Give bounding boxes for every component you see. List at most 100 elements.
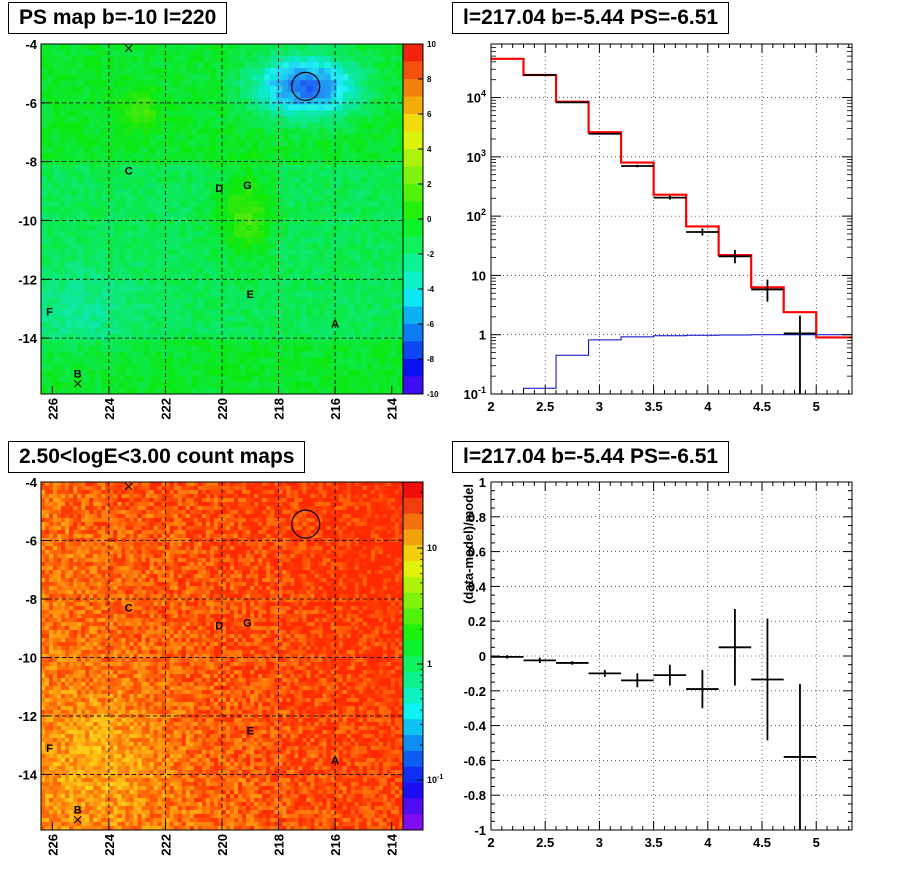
res-ytick-label-7: 0.4 — [468, 579, 487, 594]
map-xtick-label-0-1: 224 — [102, 397, 117, 419]
colorbar-cell-0-0 — [403, 44, 423, 62]
colorbar-cell-0-3 — [403, 96, 423, 115]
source-label-0-B: B — [74, 368, 82, 380]
colorbar-cell-0-1 — [403, 61, 423, 80]
colorbar-cell-0-7 — [403, 166, 423, 185]
res-ytick-label-9: 0.8 — [468, 510, 486, 525]
res-ytick-label-3: -0.4 — [464, 719, 487, 734]
res-xtick-label-5: 4.5 — [753, 835, 771, 850]
map-xtick-label-0-2: 222 — [158, 398, 173, 420]
map-xtick-label-2-4: 218 — [272, 834, 287, 856]
colorbar-cell-0-13 — [403, 271, 423, 290]
spec-ytick-label-3: 102 — [467, 207, 486, 224]
colorbar-cell-2-10 — [403, 640, 423, 657]
source-label-0-G: G — [243, 180, 252, 192]
map-xtick-label-0-3: 220 — [215, 398, 230, 420]
res-xtick-label-4: 4 — [704, 835, 712, 850]
colorbar-cell-2-8 — [403, 608, 423, 625]
ps-map-title: PS map b=-10 l=220 — [8, 2, 228, 34]
map-xtick-label-0-0: 226 — [45, 398, 60, 420]
colorbar-label-0-4: 2 — [427, 180, 432, 189]
spec-xtick-label-2: 3 — [596, 399, 603, 414]
map-xtick-label-2-2: 222 — [158, 834, 173, 856]
colorbar-cell-0-6 — [403, 149, 423, 167]
source-label-0-F: F — [46, 307, 53, 319]
spec-xtick-label-4: 4 — [704, 399, 712, 414]
cross-marker-0-1 — [73, 379, 82, 388]
source-label-2-C: C — [125, 603, 133, 615]
spec-ytick-label-5: 104 — [467, 89, 486, 106]
map-ytick-label-2-1: -6 — [25, 533, 37, 548]
colorbar-cell-2-14 — [403, 703, 423, 720]
spec-xtick-label-5: 4.5 — [753, 399, 771, 414]
source-label-0-C: C — [125, 165, 133, 177]
spec-ytick-label-2: 10 — [472, 268, 486, 283]
colorbar-label-0-6: -2 — [427, 250, 435, 259]
colorbar-cell-2-5 — [403, 561, 423, 578]
res-xtick-label-6: 5 — [813, 835, 820, 850]
res-xtick-label-2: 3 — [596, 835, 603, 850]
colorbar-cell-2-11 — [403, 656, 423, 673]
source-label-2-E: E — [247, 726, 254, 738]
spec-xtick-label-1: 2.5 — [536, 399, 554, 414]
colorbar-label-0-10: -10 — [427, 390, 439, 399]
map-ytick-label-0-4: -12 — [18, 272, 37, 287]
colorbar-cell-0-14 — [403, 289, 423, 307]
colorbar-label-0-8: -6 — [427, 320, 435, 329]
colorbar-cell-2-4 — [403, 545, 423, 562]
spec-ytick-label-0: 10-1 — [464, 385, 486, 402]
res-ytick-label-2: -0.6 — [464, 753, 486, 768]
colorbar-label-0-9: -8 — [427, 355, 435, 364]
map-xtick-label-0-5: 216 — [328, 398, 343, 420]
res-ytick-label-4: -0.2 — [464, 684, 486, 699]
spec-xtick-label-3: 3.5 — [645, 399, 663, 414]
map-cells-0 — [41, 44, 404, 395]
cross-marker-0-0 — [124, 44, 133, 53]
cross-marker-2-1 — [73, 815, 82, 824]
colorbar-cell-0-15 — [403, 306, 423, 325]
spec-xtick-label-6: 5 — [813, 399, 820, 414]
map-ytick-label-2-3: -10 — [18, 650, 37, 665]
colorbar-cell-0-4 — [403, 114, 423, 132]
colorbar-cell-0-5 — [403, 131, 423, 150]
spectrum-title: l=217.04 b=-5.44 PS=-6.51 — [452, 2, 730, 34]
source-label-0-E: E — [247, 289, 254, 301]
colorbar-label-2-1: 1 — [427, 659, 432, 669]
colorbar-label-2-2: 10-1 — [427, 774, 443, 785]
colorbar-cell-0-2 — [403, 79, 423, 97]
colorbar-cell-2-3 — [403, 529, 423, 546]
map-ytick-label-2-4: -12 — [18, 709, 37, 724]
source-label-2-B: B — [74, 805, 82, 817]
spec-series-0 — [491, 57, 852, 339]
colorbar-cell-0-17 — [403, 341, 423, 360]
colorbar-frame-2 — [402, 481, 424, 831]
res-ytick-label-0: -1 — [474, 823, 486, 838]
map-ytick-label-2-2: -8 — [25, 592, 37, 607]
colorbar-label-0-0: 10 — [427, 40, 436, 49]
colorbar-cell-0-19 — [403, 376, 423, 395]
colorbar-cell-2-18 — [403, 766, 423, 783]
colorbar-cell-2-17 — [403, 750, 423, 768]
res-ytick-label-8: 0.6 — [468, 545, 486, 560]
spec-xtick-label-0: 2 — [487, 399, 494, 414]
colorbar-cell-0-8 — [403, 184, 423, 202]
colorbar-cell-2-12 — [403, 671, 423, 688]
source-label-2-G: G — [243, 617, 252, 629]
colorbar-label-0-1: 8 — [427, 75, 432, 84]
count-map-title: 2.50<logE<3.00 count maps — [8, 441, 306, 473]
source-label-2-A: A — [331, 755, 339, 767]
map-ytick-label-2-5: -14 — [18, 767, 38, 782]
res-xtick-label-3: 3.5 — [645, 835, 663, 850]
colorbar-label-0-2: 6 — [427, 110, 432, 119]
map-ytick-label-0-0: -4 — [25, 37, 37, 52]
map-xtick-label-2-5: 216 — [328, 834, 343, 856]
map-ytick-label-0-5: -14 — [18, 331, 38, 346]
colorbar-cell-2-19 — [403, 782, 423, 799]
colorbar-cell-0-12 — [403, 254, 423, 272]
map-xtick-label-2-0: 226 — [45, 834, 60, 856]
colorbar-cell-0-16 — [403, 324, 423, 342]
residual-title: l=217.04 b=-5.44 PS=-6.51 — [452, 441, 730, 473]
colorbar-cell-2-16 — [403, 735, 423, 752]
map-ytick-label-2-0: -4 — [25, 475, 37, 490]
